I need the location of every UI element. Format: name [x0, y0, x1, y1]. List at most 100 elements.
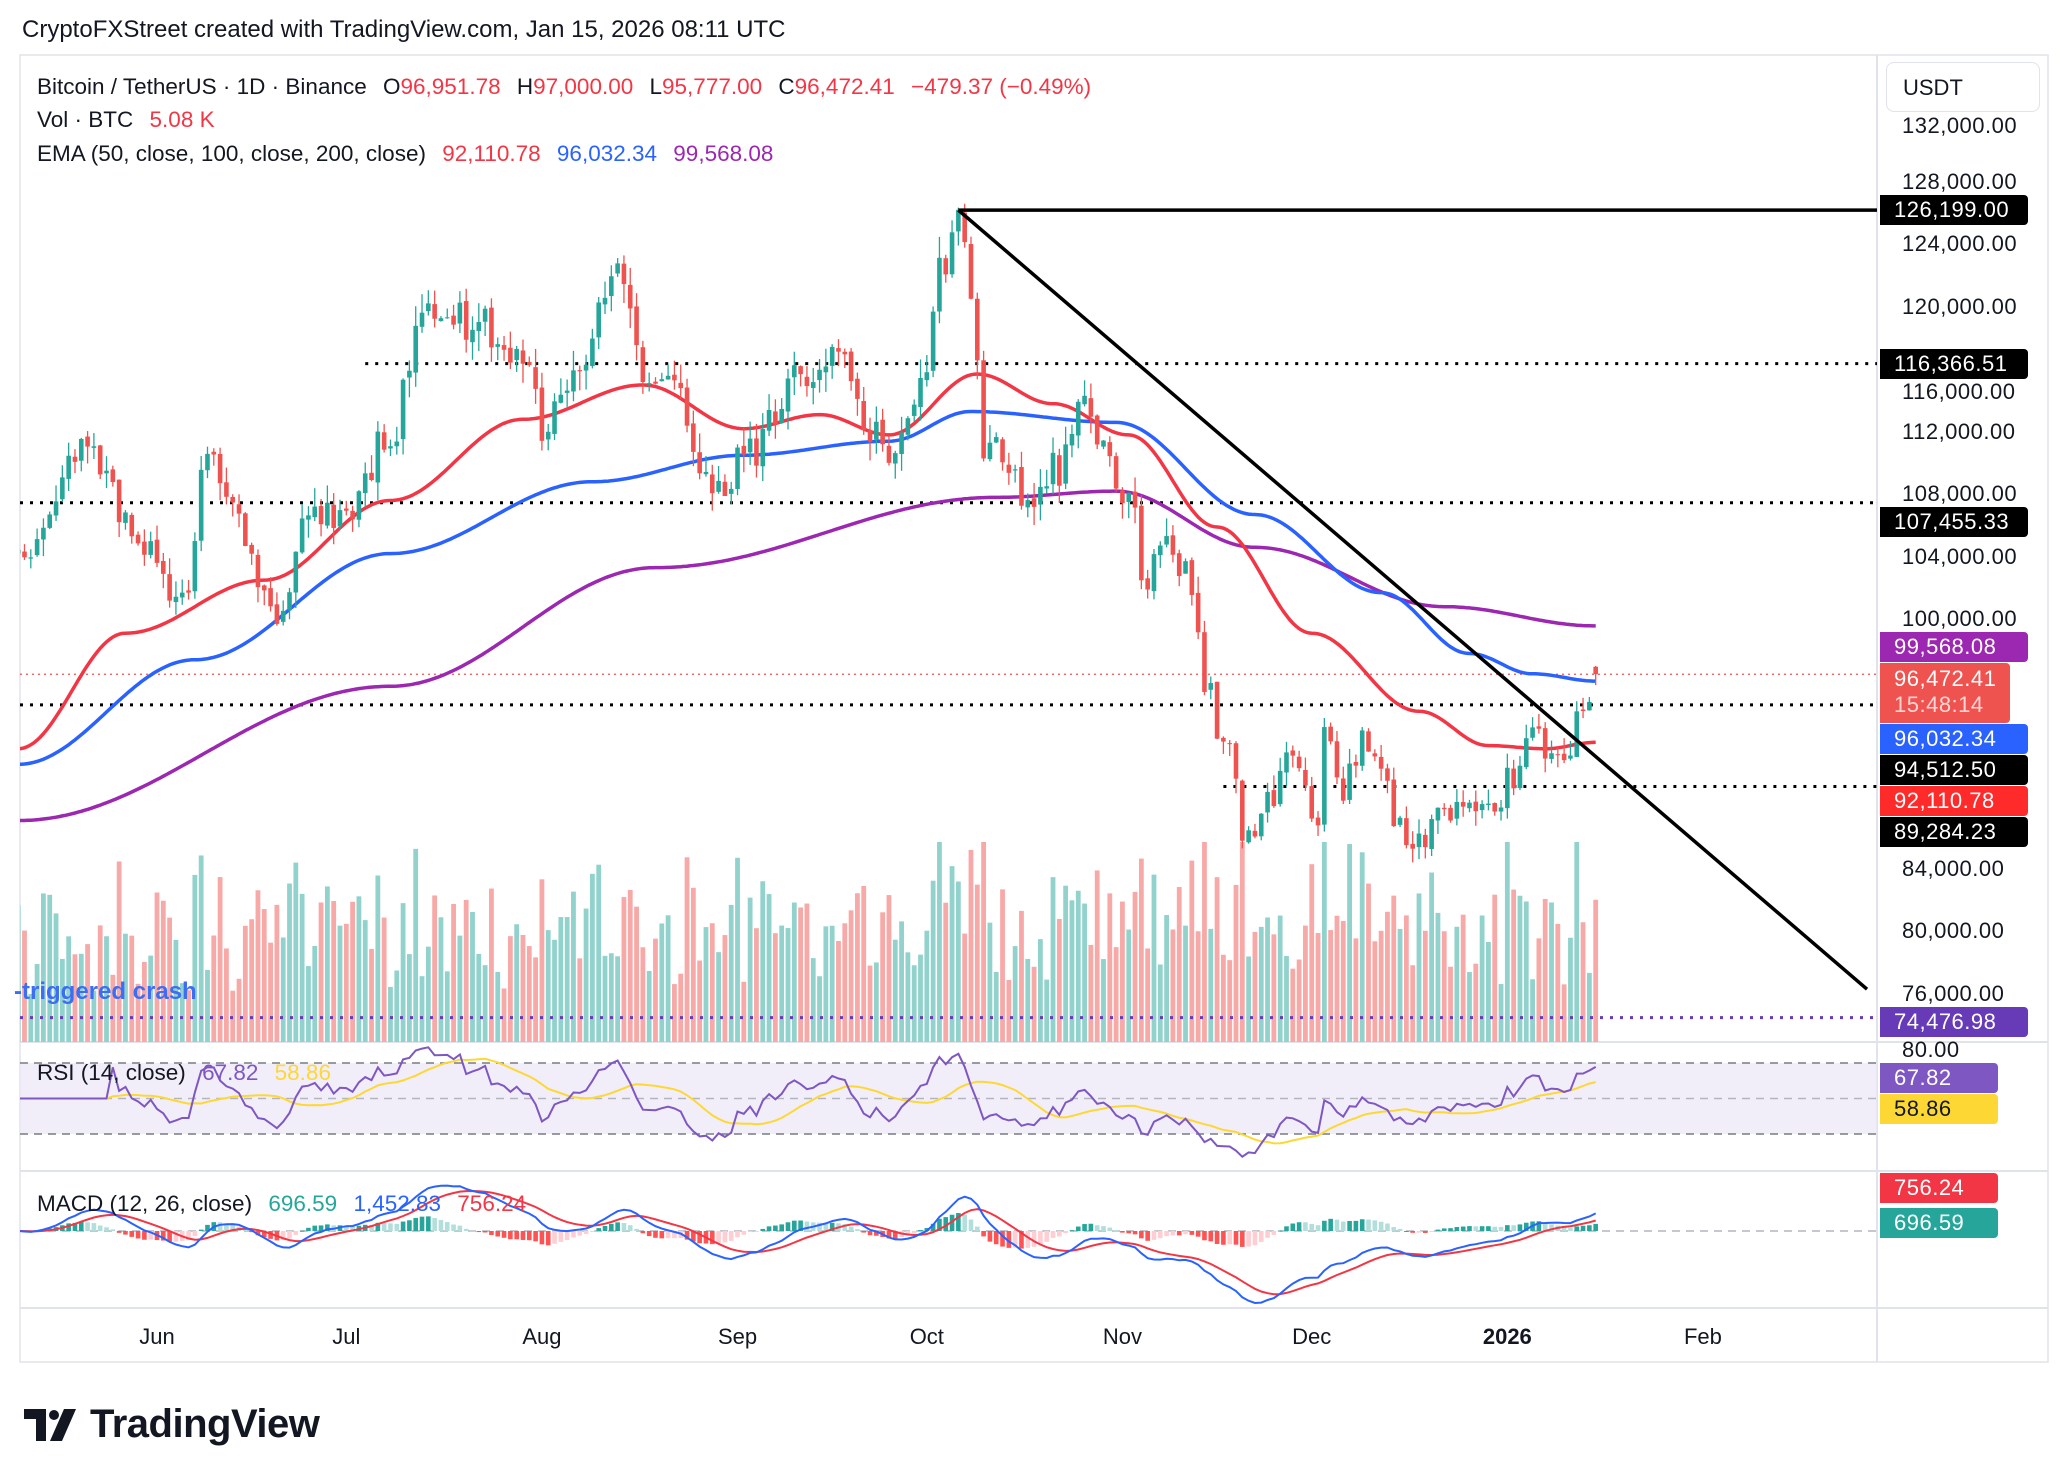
macd-histogram-bar — [577, 1231, 583, 1236]
macd-histogram-bar — [539, 1231, 545, 1245]
volume-bar — [1340, 920, 1346, 1042]
candle — [142, 541, 147, 555]
macd-histogram-bar — [369, 1224, 374, 1231]
volume-bar — [873, 962, 879, 1042]
price-level-badge: 126,199.00 — [1880, 195, 2028, 226]
volume-bar — [1315, 932, 1321, 1042]
candle — [312, 506, 318, 518]
ema100-value: 96,032.34 — [556, 141, 658, 166]
volume-bar — [1246, 956, 1252, 1042]
volume-bar — [1101, 959, 1106, 1042]
volume-bar — [981, 842, 987, 1042]
candle — [1511, 768, 1516, 789]
volume-bar — [41, 893, 46, 1042]
price-level-badge: 107,455.33 — [1880, 507, 2028, 538]
volume-bar — [34, 964, 40, 1042]
macd-histogram-bar — [1233, 1231, 1239, 1245]
candle — [350, 510, 355, 520]
macd-histogram-bar — [1454, 1227, 1460, 1231]
macd-histogram-bar — [407, 1220, 412, 1231]
volume-bar — [20, 905, 21, 1042]
macd-histogram-bar — [1542, 1223, 1548, 1231]
candle — [1290, 750, 1296, 756]
macd-label[interactable]: MACD (12, 26, close) — [37, 1191, 253, 1216]
macd-histogram-bar — [829, 1222, 835, 1231]
volume-bar — [1542, 899, 1548, 1042]
volume-bar — [1460, 914, 1466, 1042]
candle — [1441, 807, 1447, 810]
currency-selector[interactable]: USDT — [1886, 62, 2040, 112]
macd-histogram-bar — [1486, 1226, 1491, 1231]
candle — [381, 432, 387, 450]
volume-bar — [1006, 979, 1012, 1042]
volume-bar — [375, 875, 381, 1042]
ema50-value: 92,110.78 — [442, 141, 541, 166]
macd-histogram-bar — [760, 1228, 766, 1231]
candle — [287, 592, 292, 611]
volume-bar — [1290, 968, 1296, 1042]
macd-histogram-bar — [1574, 1226, 1580, 1231]
macd-histogram-bar — [394, 1223, 400, 1231]
candle — [217, 453, 223, 484]
macd-histogram-bar — [186, 1231, 191, 1240]
candle — [104, 470, 109, 474]
macd-histogram-bar — [1151, 1231, 1157, 1240]
candle — [444, 317, 450, 319]
volume-bar — [173, 939, 179, 1042]
candle — [369, 472, 374, 481]
macd-histogram-bar — [1107, 1227, 1113, 1231]
volume-bar — [880, 912, 886, 1042]
candle — [1542, 728, 1548, 759]
volume-bar — [937, 842, 942, 1042]
volume-bar — [1176, 887, 1182, 1042]
volume-bar — [350, 901, 356, 1042]
candle — [514, 348, 519, 361]
volume-bar — [1019, 910, 1024, 1042]
macd-histogram-bar — [1164, 1231, 1169, 1237]
macd-histogram-bar — [1157, 1231, 1163, 1239]
rsi-label[interactable]: RSI (14, close) — [37, 1060, 186, 1085]
tradingview-logo[interactable]: TradingView — [24, 1402, 320, 1447]
volume-bar — [179, 983, 185, 1042]
volume-bar — [703, 927, 709, 1042]
volume-bar — [552, 939, 557, 1042]
macd-histogram-bar — [867, 1231, 873, 1236]
candle — [1151, 554, 1157, 592]
volume-bar — [974, 884, 980, 1042]
macd-signal-line — [20, 1189, 1596, 1296]
macd-histogram-bar — [558, 1231, 564, 1242]
macd-histogram-bar — [861, 1231, 867, 1233]
ema-label[interactable]: EMA (50, close, 100, close, 200, close) — [37, 141, 426, 166]
volume-bar — [236, 978, 242, 1042]
macd-histogram-bar — [110, 1229, 116, 1231]
candle — [785, 378, 791, 412]
volume-bar — [432, 895, 438, 1042]
volume-bar — [22, 930, 27, 1042]
candle — [691, 423, 696, 452]
macd-histogram-bar — [1284, 1226, 1289, 1231]
volume-bar — [810, 958, 816, 1042]
rsi-layer — [20, 1046, 1877, 1158]
candle — [937, 257, 942, 312]
volume-bar — [1075, 890, 1081, 1042]
macd-histogram-bar — [514, 1231, 519, 1240]
candle — [1366, 731, 1371, 752]
macd-hist-badge: 696.59 — [1880, 1208, 1998, 1238]
volume-bar — [627, 889, 633, 1042]
volume-bar — [684, 857, 690, 1042]
macd-histogram-bar — [280, 1231, 286, 1241]
candle — [678, 382, 684, 389]
macd-histogram-bar — [798, 1220, 803, 1231]
change-value: −479.37 (−0.49%) — [911, 74, 1092, 99]
symbol-name[interactable]: Bitcoin / TetherUS · 1D · Binance — [37, 74, 367, 99]
candle — [1000, 439, 1005, 463]
candle — [1423, 834, 1428, 848]
candle — [426, 303, 431, 312]
candle — [375, 431, 381, 483]
macd-histogram-bar — [1189, 1231, 1195, 1235]
candle — [438, 318, 444, 322]
volume-bar — [400, 903, 406, 1042]
volume-bar — [1586, 972, 1592, 1042]
volume-label[interactable]: Vol · BTC — [37, 107, 134, 132]
